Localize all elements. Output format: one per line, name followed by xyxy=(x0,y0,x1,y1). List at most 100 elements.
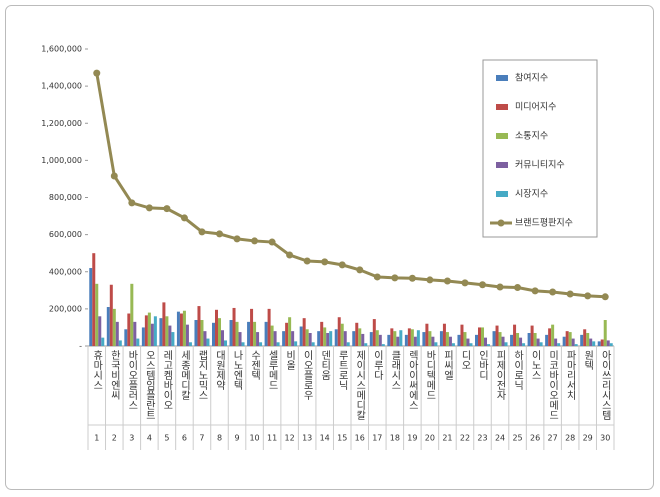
bar xyxy=(98,316,102,346)
legend-swatch xyxy=(496,162,508,168)
line-point xyxy=(268,238,276,246)
bar xyxy=(603,320,607,346)
y-tick-label: 1,400,000 xyxy=(41,82,82,91)
bar xyxy=(229,320,233,346)
bar xyxy=(153,316,157,346)
bar xyxy=(422,332,426,346)
line-point xyxy=(461,279,469,287)
x-tick-label: 피제이전자 xyxy=(494,350,506,401)
rank-label: 16 xyxy=(355,434,365,443)
y-tick-label: 200,000 xyxy=(49,304,82,313)
bar xyxy=(589,338,593,346)
line-point xyxy=(286,251,294,259)
bar xyxy=(545,334,549,346)
x-tick-label: 오스템임플란트 xyxy=(143,350,155,420)
bar xyxy=(282,331,286,346)
rank-label: 17 xyxy=(372,434,382,443)
line-point xyxy=(426,276,434,284)
rank-label: 26 xyxy=(530,434,540,443)
bar xyxy=(451,343,455,346)
bar xyxy=(548,328,552,346)
bar xyxy=(250,308,254,346)
bar xyxy=(109,284,113,346)
y-tick-label: 400,000 xyxy=(49,267,82,276)
x-tick-label: 하이로닉 xyxy=(512,349,524,391)
bar xyxy=(372,319,376,346)
rank-label: 22 xyxy=(460,434,470,443)
bar xyxy=(407,328,411,346)
x-tick-label: 바디텍메드 xyxy=(424,350,436,400)
bar xyxy=(299,326,303,346)
line-point xyxy=(338,261,346,269)
line-point xyxy=(303,257,311,265)
rank-label: 11 xyxy=(267,434,277,443)
bar xyxy=(92,253,96,346)
line-point xyxy=(408,274,416,282)
bar xyxy=(346,342,350,346)
line-point xyxy=(356,266,364,274)
x-tick-label: 바이오플러스 xyxy=(126,350,138,410)
bar xyxy=(609,343,613,346)
x-tick-label: 대원제약 xyxy=(214,350,226,391)
bar xyxy=(215,309,218,346)
bar xyxy=(118,340,122,346)
bar xyxy=(176,311,180,346)
bar xyxy=(259,342,263,346)
line-point xyxy=(496,283,504,291)
rank-label: 5 xyxy=(164,434,169,443)
bar xyxy=(498,332,502,346)
x-tick-label: 이루다 xyxy=(371,350,383,381)
rank-label: 7 xyxy=(199,434,204,443)
bar xyxy=(185,324,189,346)
bar xyxy=(203,331,207,346)
bar xyxy=(434,342,438,346)
bar xyxy=(165,316,169,346)
line-point xyxy=(479,281,486,289)
y-tick-label: 1,200,000 xyxy=(41,119,82,128)
x-tick-label: 렉아이써에스 xyxy=(406,350,418,410)
bar xyxy=(457,334,461,346)
line-point xyxy=(443,277,451,285)
bar xyxy=(150,323,154,346)
bar xyxy=(519,337,523,346)
legend-swatch xyxy=(496,191,508,197)
bar xyxy=(291,331,295,346)
bar xyxy=(317,331,321,346)
x-tick-label: 나노엔텍 xyxy=(231,350,243,391)
bar xyxy=(168,325,172,346)
x-tick-label: 원텍 xyxy=(582,350,594,371)
bar xyxy=(364,343,368,346)
bar xyxy=(256,332,260,346)
bar xyxy=(334,329,338,346)
line-point xyxy=(373,273,381,281)
bar xyxy=(562,336,566,346)
bar xyxy=(101,337,105,346)
line-point xyxy=(233,235,241,243)
x-tick-label: 휴마시스 xyxy=(91,350,103,390)
bar xyxy=(369,332,373,346)
bar xyxy=(127,313,131,346)
bar xyxy=(340,323,344,346)
bar xyxy=(522,343,526,346)
bar xyxy=(197,306,201,346)
bar xyxy=(536,338,540,346)
bar xyxy=(504,342,508,346)
bar xyxy=(124,329,128,346)
bar xyxy=(460,324,464,346)
bar xyxy=(466,338,470,346)
bar xyxy=(361,333,365,346)
line-point xyxy=(110,172,118,180)
rank-label: 13 xyxy=(302,434,312,443)
line-point xyxy=(128,199,136,207)
bar xyxy=(253,321,257,346)
bar xyxy=(448,336,452,346)
bar xyxy=(606,340,610,346)
bar xyxy=(399,330,403,346)
bar xyxy=(136,338,140,346)
x-tick-label: 이오플로우 xyxy=(301,350,313,401)
rank-label: 3 xyxy=(129,434,134,443)
x-tick-label: 이노스 xyxy=(529,350,541,380)
bar xyxy=(501,336,505,346)
legend-label: 커뮤니티지수 xyxy=(515,160,565,171)
